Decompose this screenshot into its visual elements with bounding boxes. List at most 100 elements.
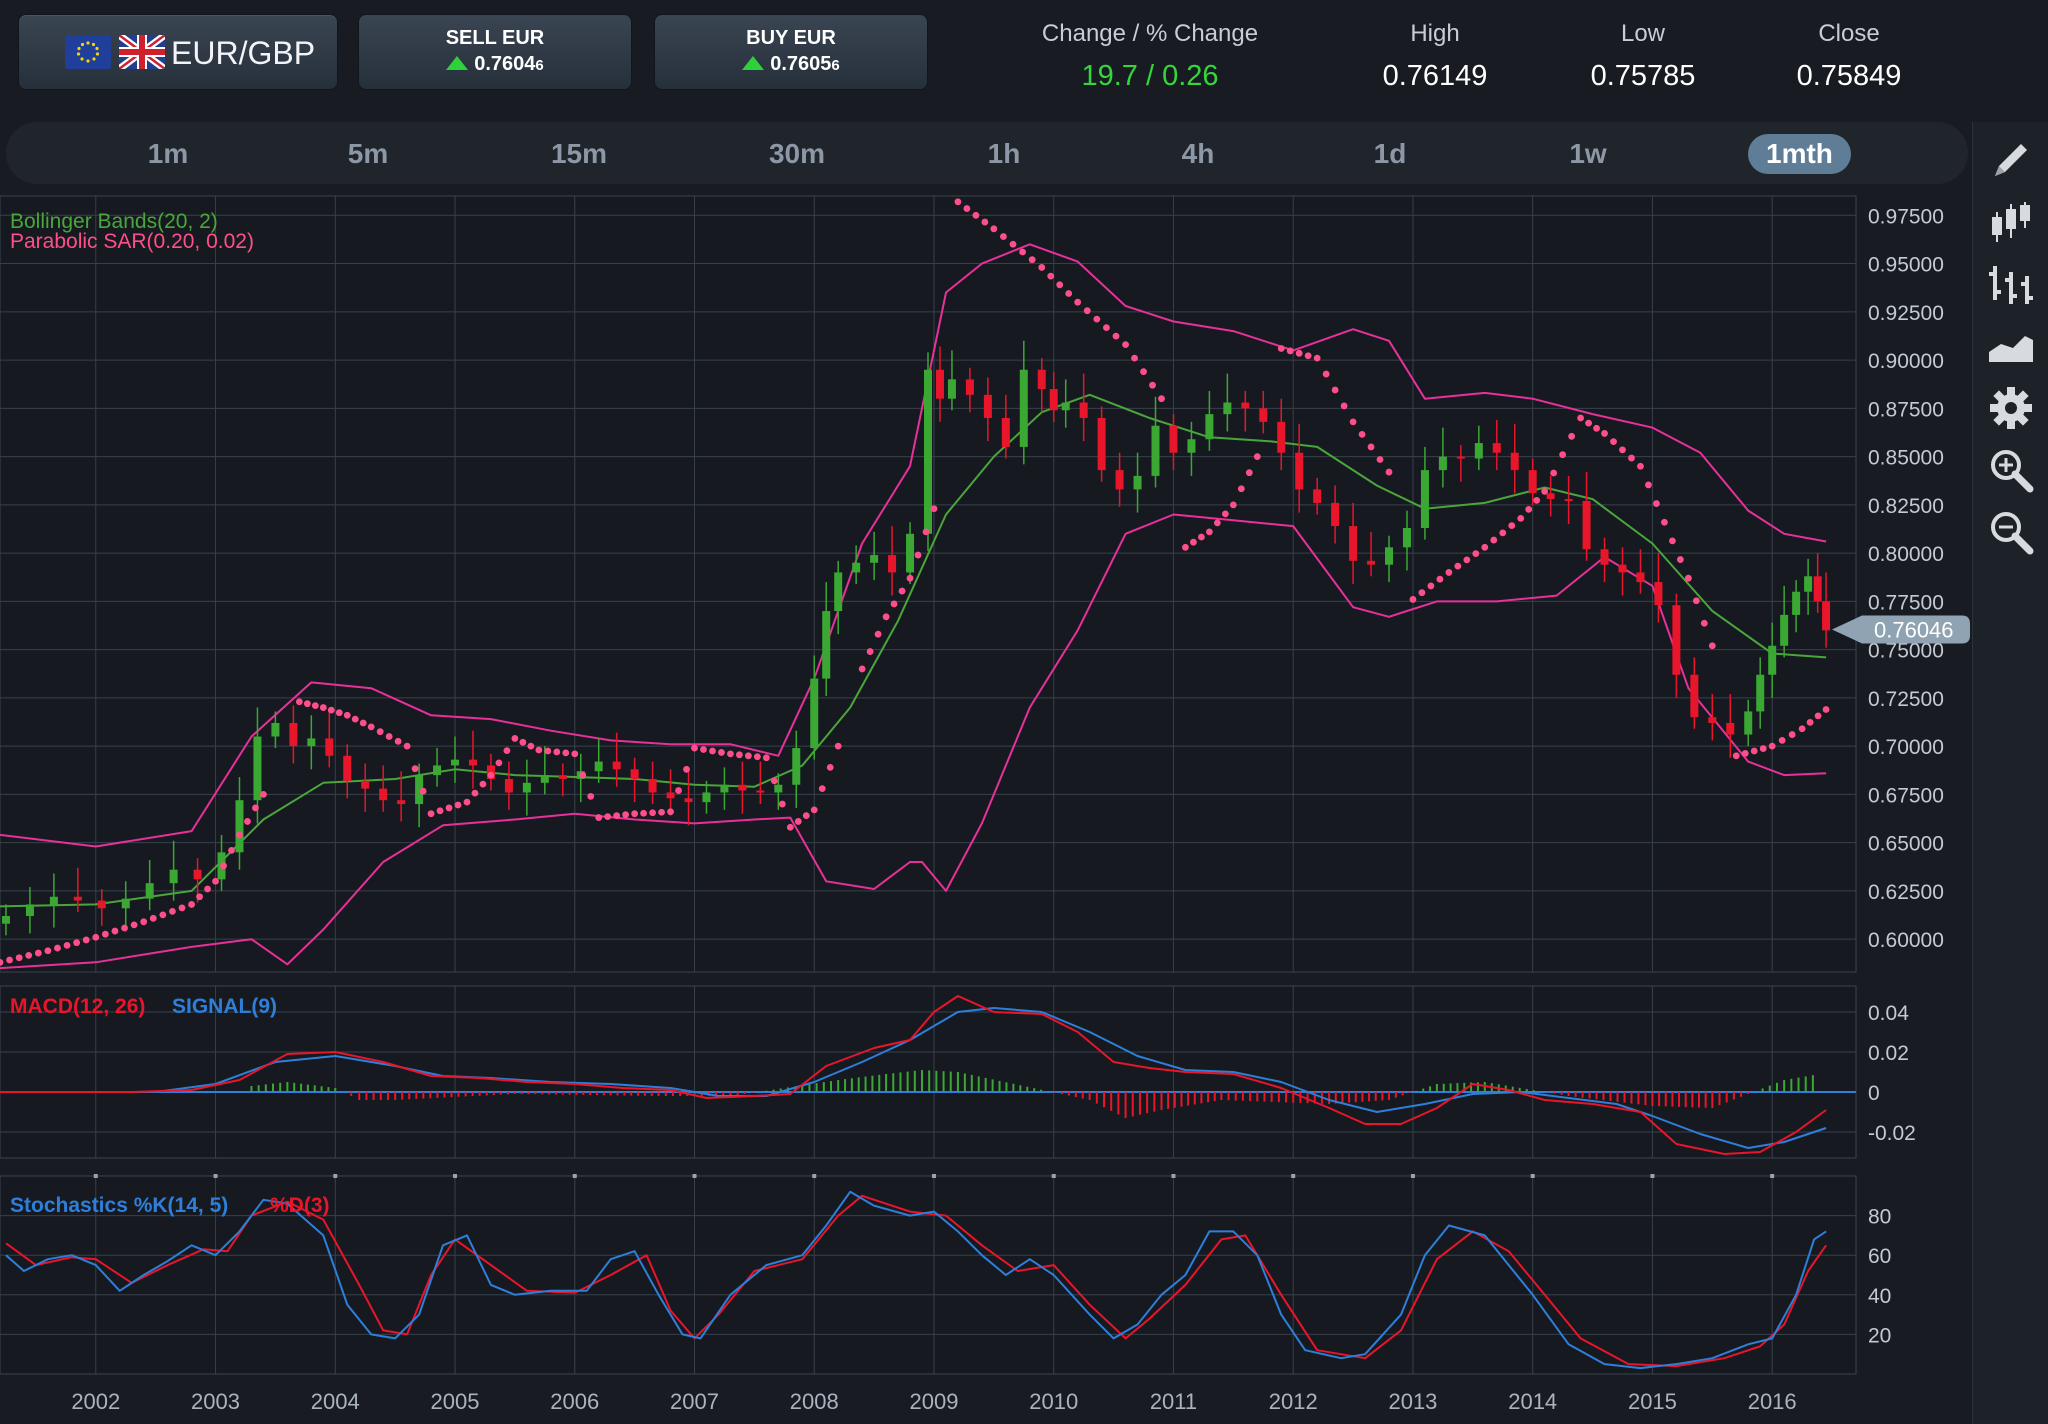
- price-chart[interactable]: 2002 2003 2004 2005 2006 2007 2008 2009 2010 2011…: [0, 0, 1972, 1424]
- sar-dot: [1585, 419, 1592, 427]
- candle-body: [1492, 443, 1501, 453]
- candle-body: [1618, 564, 1627, 573]
- sar-dot: [874, 630, 882, 638]
- low-stat: Low 0.75785: [1590, 20, 1696, 92]
- sar-dot: [898, 587, 906, 595]
- sell-button[interactable]: SELL EUR 0.76046: [358, 14, 632, 90]
- sar-dot: [744, 752, 752, 760]
- candle-body: [361, 780, 370, 789]
- tab-4h[interactable]: 4h: [1181, 138, 1215, 169]
- candle-body: [1385, 547, 1394, 565]
- sar-dot: [631, 810, 639, 818]
- sar-dot: [1304, 352, 1312, 360]
- sar-dot: [1000, 233, 1007, 240]
- zoom-in-icon[interactable]: [1987, 446, 2035, 494]
- stoch-tick-label: 20: [1868, 1324, 1891, 1347]
- settings-icon[interactable]: [1987, 384, 2035, 432]
- sar-dot: [169, 907, 176, 915]
- price-tick-label: 0.65000: [1868, 833, 1944, 856]
- sar-dot: [709, 747, 716, 755]
- sar-dot: [1331, 386, 1339, 394]
- instrument-selector[interactable]: EUR/GBP: [18, 14, 338, 90]
- sar-dot: [1814, 712, 1822, 720]
- candle-body: [965, 379, 974, 395]
- tab-5m[interactable]: 5m: [347, 138, 389, 169]
- sar-dot: [503, 747, 511, 755]
- price-tick-label: 0.87500: [1868, 398, 1944, 421]
- main-panel-frame: [0, 195, 1857, 973]
- candle-body: [1474, 443, 1483, 459]
- sar-dot: [1149, 381, 1156, 389]
- sar-dot: [1708, 642, 1716, 650]
- candle-body: [253, 736, 262, 801]
- sar-dot: [1768, 742, 1776, 750]
- sar-dot: [1221, 510, 1229, 518]
- sar-dot: [212, 877, 219, 885]
- candle-body: [1792, 591, 1801, 615]
- candle-body: [379, 788, 388, 801]
- sar-dot: [1112, 332, 1120, 340]
- sar-dot: [914, 551, 922, 559]
- bar-chart-icon[interactable]: [1987, 260, 2035, 308]
- sar-dot: [1550, 469, 1558, 477]
- zoom-out-icon[interactable]: [1987, 508, 2035, 556]
- tab-1m[interactable]: 1m: [147, 138, 189, 169]
- candle-body: [25, 904, 34, 917]
- candlestick-icon[interactable]: [1987, 198, 2035, 246]
- candle-body: [684, 798, 693, 803]
- sar-dot: [1436, 575, 1444, 583]
- candle-body: [1822, 601, 1831, 631]
- sar-dot: [667, 808, 674, 816]
- candle-body: [1331, 502, 1340, 527]
- legend-bollinger: Bollinger Bands(20, 2): [10, 210, 218, 233]
- sar-dot: [1454, 562, 1462, 570]
- tab-1h[interactable]: 1h: [987, 138, 1021, 169]
- candle-body: [1001, 417, 1010, 447]
- x-tick-label: 2014: [1508, 1389, 1557, 1414]
- candle-body: [1241, 402, 1250, 409]
- candle-body: [1654, 582, 1663, 606]
- timeframe-bar: 1m 5m 15m 30m 1h 4h 1d 1w 1mth: [6, 122, 1968, 184]
- sar-dot: [1517, 514, 1525, 522]
- sar-dot: [1409, 596, 1417, 603]
- buy-label: BUY EUR: [746, 27, 836, 49]
- sar-dot: [1140, 368, 1147, 376]
- sar-dot: [411, 765, 419, 773]
- candle-body: [1582, 500, 1591, 550]
- candle-body: [1768, 645, 1777, 675]
- candle-body: [307, 738, 316, 747]
- candle-body: [1726, 722, 1735, 735]
- sar-dot: [1593, 424, 1600, 432]
- candle-body: [1438, 456, 1447, 471]
- sar-dot: [1445, 569, 1453, 576]
- sar-dot: [930, 505, 938, 513]
- candle-body: [49, 896, 58, 905]
- candle-body: [852, 562, 861, 573]
- candle-body: [145, 883, 154, 899]
- candle-body: [1528, 470, 1537, 494]
- tab-15m[interactable]: 15m: [550, 138, 608, 169]
- sar-dot: [691, 744, 698, 752]
- sar-dot: [445, 804, 453, 812]
- pencil-icon[interactable]: [1987, 136, 2035, 184]
- tab-1w[interactable]: 1w: [1569, 138, 1607, 169]
- stoch-tick-label: 80: [1868, 1206, 1891, 1229]
- tab-1mth[interactable]: 1mth: [1748, 134, 1851, 174]
- sar-dot: [149, 914, 157, 922]
- divider-dot: [1171, 1174, 1176, 1178]
- tab-30m[interactable]: 30m: [768, 138, 826, 169]
- sar-dot: [204, 885, 211, 893]
- candle-body: [1708, 717, 1717, 723]
- candle-body: [1037, 369, 1046, 390]
- sar-dot: [385, 733, 393, 740]
- area-chart-icon[interactable]: [1987, 322, 2035, 370]
- candle-body: [1295, 452, 1304, 490]
- candle-body: [193, 869, 202, 880]
- sar-dot: [1349, 418, 1357, 426]
- price-tick-label: 0.80000: [1868, 543, 1944, 566]
- legend-macd: MACD(12, 26): [10, 995, 145, 1018]
- tab-1d[interactable]: 1d: [1373, 138, 1407, 169]
- buy-button[interactable]: BUY EUR 0.76056: [654, 14, 928, 90]
- up-arrow-icon: [742, 56, 765, 70]
- sar-dot: [436, 807, 444, 815]
